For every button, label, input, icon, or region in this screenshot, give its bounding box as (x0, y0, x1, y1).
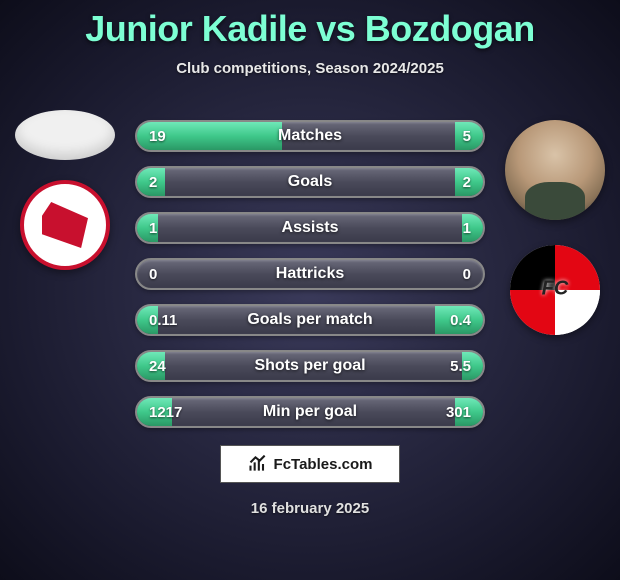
chart-icon (248, 454, 268, 474)
stat-value-right: 0 (463, 266, 471, 283)
stat-metric-label: Hattricks (276, 265, 344, 283)
player-left-avatar (15, 110, 115, 160)
stat-value-right: 0.4 (450, 312, 471, 329)
stat-value-right: 2 (463, 174, 471, 191)
brand-badge[interactable]: FcTables.com (220, 445, 400, 483)
club-logo-utrecht (510, 245, 600, 335)
stat-value-right: 5.5 (450, 358, 471, 375)
club-logo-almere (20, 180, 110, 270)
stat-bar: 24 5.5 Shots per goal (135, 350, 485, 382)
stat-metric-label: Min per goal (263, 403, 357, 421)
player-right-avatar (505, 120, 605, 220)
stats-bars: 19 5 Matches 2 2 Goals 1 1 Assists 0 0 Hattricks 0.1… (135, 120, 485, 428)
stat-value-right: 301 (446, 404, 471, 421)
player-right-column (500, 120, 610, 335)
stat-value-left: 24 (149, 358, 166, 375)
stat-bar: 0 0 Hattricks (135, 258, 485, 290)
stat-value-right: 5 (463, 128, 471, 145)
footer-date: 16 february 2025 (251, 500, 369, 517)
stat-bar: 1217 301 Min per goal (135, 396, 485, 428)
stat-bar: 0.11 0.4 Goals per match (135, 304, 485, 336)
stat-value-left: 2 (149, 174, 157, 191)
stat-bar: 2 2 Goals (135, 166, 485, 198)
stat-bar: 19 5 Matches (135, 120, 485, 152)
stat-value-left: 1 (149, 220, 157, 237)
brand-text: FcTables.com (274, 456, 373, 473)
page-subtitle: Club competitions, Season 2024/2025 (0, 60, 620, 77)
stat-value-right: 1 (463, 220, 471, 237)
stat-metric-label: Assists (282, 219, 339, 237)
stat-value-left: 1217 (149, 404, 182, 421)
stat-bar: 1 1 Assists (135, 212, 485, 244)
stat-metric-label: Shots per goal (254, 357, 365, 375)
stat-value-left: 0 (149, 266, 157, 283)
stat-value-left: 0.11 (149, 312, 177, 329)
player-left-column (10, 110, 120, 270)
stat-metric-label: Matches (278, 127, 342, 145)
page-title: Junior Kadile vs Bozdogan (0, 0, 620, 50)
stat-metric-label: Goals (288, 173, 332, 191)
stat-metric-label: Goals per match (247, 311, 372, 329)
stat-value-left: 19 (149, 128, 166, 145)
